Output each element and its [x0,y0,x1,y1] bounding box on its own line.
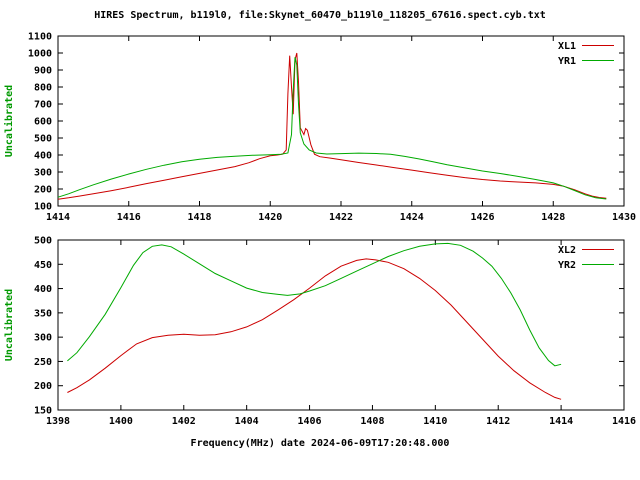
series-line-XL2 [67,258,562,400]
y-tick-label: 400 [34,151,52,162]
x-axis-label: Frequency(MHz) date 2024-06-09T17:20:48.… [190,438,450,449]
y-tick-label: 500 [34,134,52,145]
x-tick-label: 1408 [360,416,384,427]
x-tick-label: 1402 [172,416,196,427]
x-tick-label: 1416 [117,212,141,223]
y-tick-label: 200 [34,185,52,196]
y-tick-label: 900 [34,66,52,77]
x-tick-label: 1404 [235,416,259,427]
x-tick-label: 1416 [612,416,636,427]
y-tick-label: 200 [34,381,52,392]
x-tick-label: 1414 [46,212,70,223]
bottom-panel: 1398 1400 1402 1404 1406 1408 1410 1412 1414 1416… [0,232,640,436]
x-tick-label: 1406 [298,416,322,427]
x-tick-label: 1420 [258,212,282,223]
plot-border [57,239,625,411]
y-tick-label: 300 [34,333,52,344]
x-tick-label: 1410 [423,416,447,427]
legend-label-YR1: YR1 [558,56,576,67]
x-tick-label: 1424 [400,212,424,223]
y-tick-label: 400 [34,284,52,295]
x-tick-label: 1428 [541,212,565,223]
series-line-YR2 [67,242,562,367]
series-line-XL1 [57,52,607,200]
legend-label-YR2: YR2 [558,260,576,271]
x-tick-label: 1400 [109,416,133,427]
y-tick-label: 300 [34,168,52,179]
top-panel: 1414 1416 1418 1420 1422 1424 1426 1428 1430 100 2… [0,28,640,232]
y-tick-label: 100 [34,202,52,213]
series-line-YR1 [57,57,607,200]
y-tick-label: 350 [34,308,52,319]
y-tick-label: 450 [34,260,52,271]
y-tick-label: 500 [34,236,52,247]
x-tick-label: 1430 [612,212,636,223]
x-tick-label: 1426 [470,212,494,223]
x-tick-label: 1412 [486,416,510,427]
top-panel-svg: 1414 1416 1418 1420 1422 1424 1426 1428 1430 100 2… [3,32,636,224]
legend-label-XL2: XL2 [558,245,576,256]
x-tick-label: 1398 [46,416,70,427]
y-tick-label: 250 [34,357,52,368]
y-tick-label: 150 [34,406,52,417]
x-tick-label: 1414 [549,416,573,427]
y-axis-label: Uncalibrated [3,85,15,157]
y-tick-label: 800 [34,83,52,94]
x-tick-label: 1418 [187,212,211,223]
chart-title: HIRES Spectrum, b119l0, file:Skynet_6047… [94,10,546,21]
x-tick-label: 1422 [329,212,353,223]
legend-label-XL1: XL1 [558,41,576,52]
y-tick-label: 700 [34,100,52,111]
y-axis-label: Uncalibrated [3,289,15,361]
y-tick-label: 1000 [28,49,52,60]
y-tick-label: 1100 [28,32,52,43]
y-tick-label: 600 [34,117,52,128]
bottom-panel-svg: 1398 1400 1402 1404 1406 1408 1410 1412 1414 1416… [3,236,636,428]
